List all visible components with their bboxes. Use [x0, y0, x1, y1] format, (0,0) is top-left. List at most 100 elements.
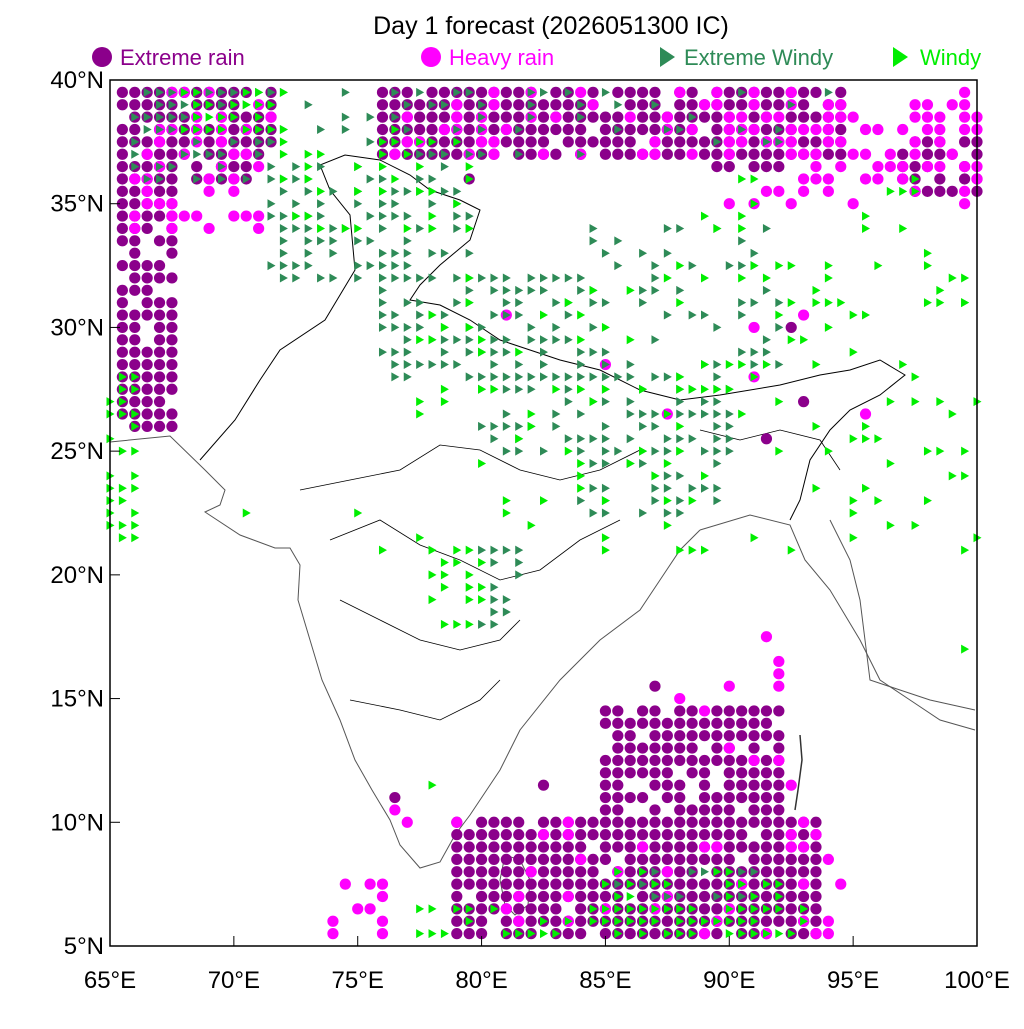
extreme-rain-marker [141, 272, 153, 284]
extreme-windy-marker [626, 360, 635, 370]
heavy-rain-marker [711, 841, 723, 853]
heavy-rain-marker [773, 680, 785, 692]
extreme-windy-marker [193, 174, 202, 184]
extreme-windy-marker [440, 335, 449, 345]
extreme-windy-marker [515, 421, 524, 431]
extreme-rain-marker [773, 804, 785, 816]
extreme-rain-marker [488, 878, 500, 890]
extreme-windy-marker [502, 545, 511, 555]
extreme-windy-marker [168, 162, 177, 172]
heavy-rain-marker [798, 878, 810, 890]
extreme-rain-marker [649, 816, 661, 828]
extreme-windy-marker [453, 211, 462, 221]
extreme-rain-marker [488, 853, 500, 866]
state-borders-central [329, 519, 621, 581]
extreme-rain-marker [624, 841, 636, 853]
heavy-rain-marker [748, 99, 760, 111]
extreme-rain-marker [686, 717, 698, 729]
windy-marker [601, 322, 610, 332]
y-tick-label: 10°N [50, 809, 104, 836]
windy-marker [961, 545, 970, 555]
extreme-windy-marker [478, 100, 487, 110]
windy-marker [725, 867, 734, 877]
extreme-rain-marker [166, 358, 178, 371]
extreme-rain-marker [599, 804, 612, 816]
extreme-rain-marker [636, 754, 649, 767]
windy-marker [874, 434, 883, 444]
windy-marker [131, 421, 140, 431]
extreme-windy-marker [440, 186, 449, 196]
heavy-rain-marker [488, 86, 500, 98]
heavy-rain-marker [488, 99, 500, 111]
heavy-rain-marker [228, 148, 240, 160]
extreme-windy-marker [391, 186, 400, 196]
windy-marker [440, 570, 449, 580]
extreme-rain-marker [909, 161, 921, 173]
extreme-rain-marker [129, 198, 141, 210]
extreme-rain-marker [674, 804, 686, 816]
extreme-windy-marker [502, 409, 511, 419]
extreme-rain-marker [599, 767, 612, 779]
extreme-rain-marker [760, 866, 773, 878]
extreme-windy-marker [738, 124, 747, 134]
extreme-rain-marker [624, 86, 636, 98]
extreme-rain-marker [599, 754, 612, 767]
windy-marker [354, 508, 363, 518]
heavy-rain-marker [649, 136, 661, 148]
legend: Extreme rain Heavy rain Extreme Windy Wi… [92, 45, 981, 70]
heavy-rain-marker [389, 148, 401, 160]
extreme-rain-marker [153, 334, 166, 346]
extreme-windy-marker [453, 87, 462, 97]
extreme-windy-marker [465, 149, 474, 159]
windy-marker [688, 496, 697, 506]
extreme-rain-marker [537, 866, 550, 878]
windy-marker [626, 335, 635, 345]
extreme-windy-marker [540, 347, 548, 357]
extreme-windy-marker [639, 459, 648, 469]
extreme-rain-marker [674, 99, 686, 111]
windy-marker [242, 100, 251, 110]
windy-marker [614, 904, 623, 914]
heavy-rain-marker [822, 853, 834, 866]
extreme-windy-marker [403, 100, 412, 110]
extreme-rain-marker [661, 148, 673, 160]
windy-marker [205, 124, 214, 134]
extreme-windy-marker [663, 372, 672, 382]
extreme-rain-marker [698, 730, 711, 742]
windy-marker [428, 186, 437, 196]
extreme-rain-marker [513, 841, 525, 853]
extreme-rain-marker [463, 136, 475, 148]
windy-marker [639, 916, 648, 926]
windy-marker [502, 929, 511, 939]
extreme-windy-marker [577, 446, 586, 456]
extreme-rain-marker [414, 123, 426, 136]
extreme-windy-marker [552, 298, 561, 308]
extreme-rain-marker [414, 99, 426, 111]
extreme-windy-marker [428, 100, 437, 110]
heavy-rain-marker [228, 185, 240, 197]
extreme-rain-marker [760, 99, 773, 111]
windy-marker [577, 310, 586, 320]
windy-marker [317, 186, 326, 196]
extreme-windy-marker [478, 619, 487, 629]
windy-marker [651, 471, 660, 481]
extreme-windy-marker [738, 867, 747, 877]
extreme-windy-marker [713, 892, 722, 902]
heavy-rain-marker [253, 161, 265, 173]
extreme-rain-marker [438, 86, 451, 98]
windy-marker [775, 892, 784, 902]
heavy-rain-marker [798, 185, 810, 197]
extreme-rain-marker [116, 86, 128, 98]
extreme-windy-marker [688, 261, 697, 271]
extreme-rain-marker [674, 866, 686, 878]
extreme-windy-marker [490, 273, 499, 283]
heavy-rain-marker [748, 86, 760, 98]
extreme-rain-marker [661, 730, 673, 742]
extreme-rain-marker [550, 829, 562, 841]
extreme-windy-marker [614, 879, 623, 889]
extreme-rain-marker [798, 136, 810, 148]
extreme-rain-marker [451, 878, 463, 890]
extreme-rain-marker [773, 841, 785, 853]
heavy-rain-marker [723, 198, 735, 210]
